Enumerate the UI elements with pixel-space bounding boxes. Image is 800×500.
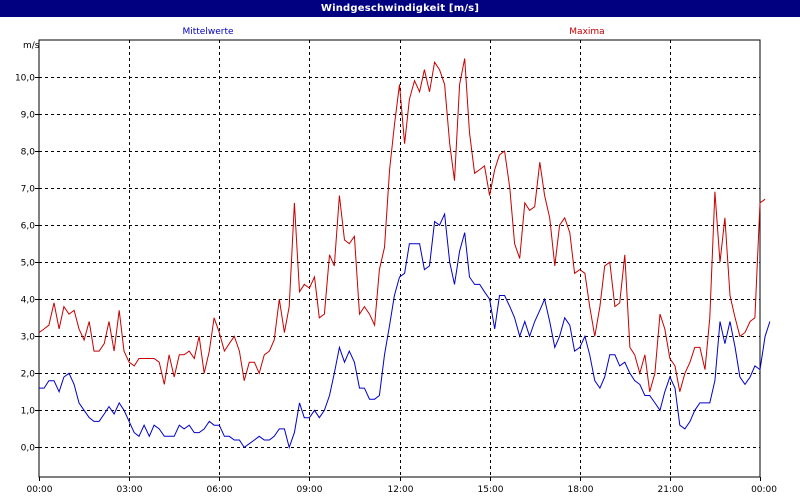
grid-lines: [39, 40, 760, 477]
legend-mittelwerte: Mittelwerte: [182, 27, 233, 37]
window-title: Windgeschwindigkeit [m/s]: [0, 0, 800, 17]
y-tick-label: 3,0: [21, 333, 36, 343]
y-tick-label: 0,0: [21, 444, 36, 454]
legend-maxima: Maxima: [569, 27, 604, 37]
series-mittelwerte: [39, 212, 771, 450]
chart-canvas: Mittelwerte Maxima m/s 0,0 1,0 2,0 3,0 4,0 5,…: [15, 27, 777, 496]
x-tick-time: 12:00: [388, 485, 414, 495]
y-tick-label: 4,0: [21, 296, 36, 306]
x-tick-time: 06:00: [207, 485, 233, 495]
y-tick-label: 1,0: [21, 407, 36, 417]
y-tick-label: 2,0: [21, 370, 36, 380]
axis-ticks: 0,0 1,0 2,0 3,0 4,0 5,0 6,0 7,0 8,0 9,0 10,0 00:00 0…: [15, 74, 777, 496]
series-maxima: [38, 58, 766, 392]
y-tick-label: 10,0: [15, 74, 35, 84]
y-tick-label: 5,0: [21, 259, 36, 269]
x-tick-time: 00:00: [27, 485, 53, 495]
x-tick-time: 18:00: [568, 485, 594, 495]
x-tick-time: 00:00: [751, 485, 777, 495]
plot-area: [38, 39, 761, 478]
y-tick-label: 8,0: [21, 148, 36, 158]
x-tick-time: 09:00: [297, 485, 323, 495]
y-tick-label: 9,0: [21, 111, 36, 121]
x-tick-time: 21:00: [658, 485, 684, 495]
y-tick-label: 6,0: [21, 222, 36, 232]
x-tick-time: 03:00: [117, 485, 143, 495]
y-unit-label: m/s: [23, 41, 40, 51]
series-lines: [38, 58, 771, 450]
y-tick-label: 7,0: [21, 185, 36, 195]
x-tick-time: 15:00: [478, 485, 504, 495]
